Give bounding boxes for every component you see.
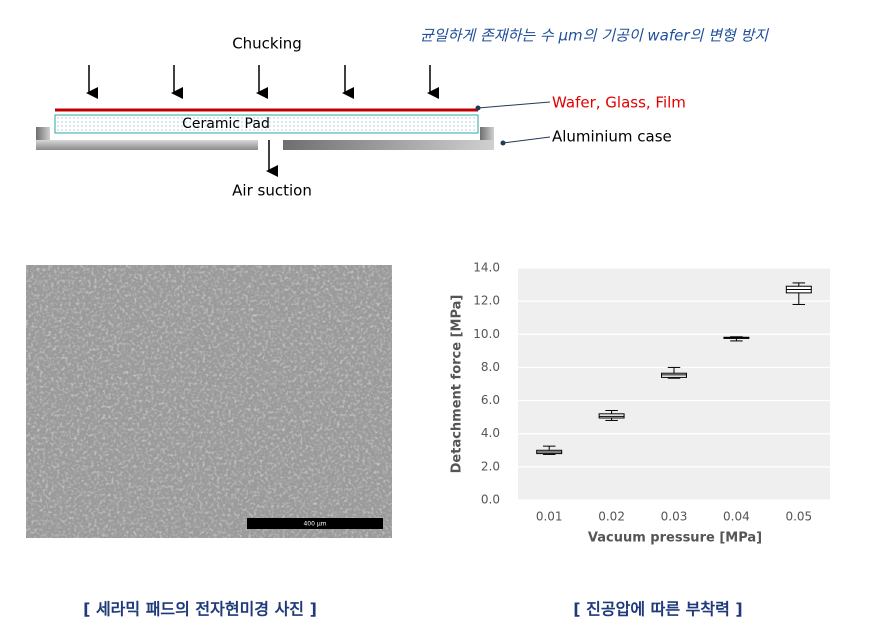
pad-label: Ceramic Pad xyxy=(182,116,270,132)
leader xyxy=(477,101,551,109)
x-tick-label: 0.04 xyxy=(723,510,750,524)
case-bottom xyxy=(36,140,258,150)
y-axis-label: Detachment force [MPa] xyxy=(450,295,465,474)
y-tick-label: 14.0 xyxy=(473,261,500,275)
chart-caption: [ 진공압에 따른 부착력 ] xyxy=(573,600,742,619)
y-tick-label: 4.0 xyxy=(481,426,500,440)
case-label: Aluminium case xyxy=(552,128,672,146)
y-tick-label: 6.0 xyxy=(481,393,500,407)
sem-texture xyxy=(26,265,392,538)
x-tick-label: 0.05 xyxy=(785,510,812,524)
leader xyxy=(502,136,551,144)
ceramic-pad xyxy=(54,114,479,134)
chuck-arrows xyxy=(86,65,439,99)
y-tick-label: 10.0 xyxy=(473,327,500,341)
x-tick-label: 0.01 xyxy=(536,510,563,524)
y-tick-label: 12.0 xyxy=(473,294,500,308)
y-tick-label: 2.0 xyxy=(481,459,500,473)
x-tick-label: 0.02 xyxy=(598,510,625,524)
chucking-label: Chucking xyxy=(232,35,302,53)
y-tick-label: 0.0 xyxy=(481,493,500,507)
scale-label: 400 μm xyxy=(303,521,326,528)
image-caption: [ 세라믹 패드의 전자현미경 사진 ] xyxy=(83,600,317,619)
y-tick-label: 8.0 xyxy=(481,360,500,374)
wafer-label: Wafer, Glass, Film xyxy=(552,94,686,112)
suction-label: Air suction xyxy=(232,182,312,200)
note: 균일하게 존재하는 수 μm의 기공이 wafer의 변형 방지 xyxy=(420,27,769,45)
case-bottom xyxy=(283,140,494,150)
x-tick-label: 0.03 xyxy=(661,510,688,524)
plot-area xyxy=(518,268,830,500)
x-axis-label: Vacuum pressure [MPa] xyxy=(588,531,762,546)
scale-bar xyxy=(247,518,383,529)
